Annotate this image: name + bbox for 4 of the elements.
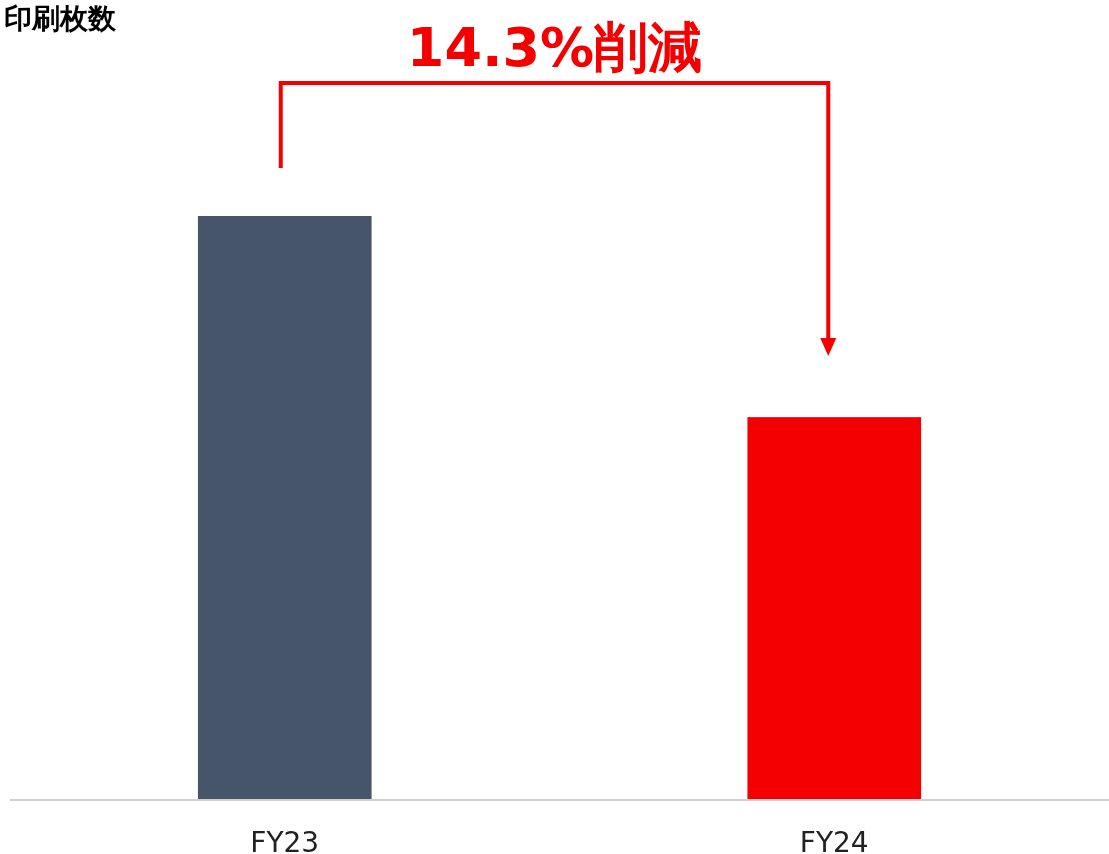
text: 14.3%削減 <box>406 16 703 79</box>
chart-title: 印刷枚数 <box>4 2 117 35</box>
x-tick-label: FY24 <box>799 826 869 854</box>
x-tick-label: FY23 <box>250 826 320 854</box>
